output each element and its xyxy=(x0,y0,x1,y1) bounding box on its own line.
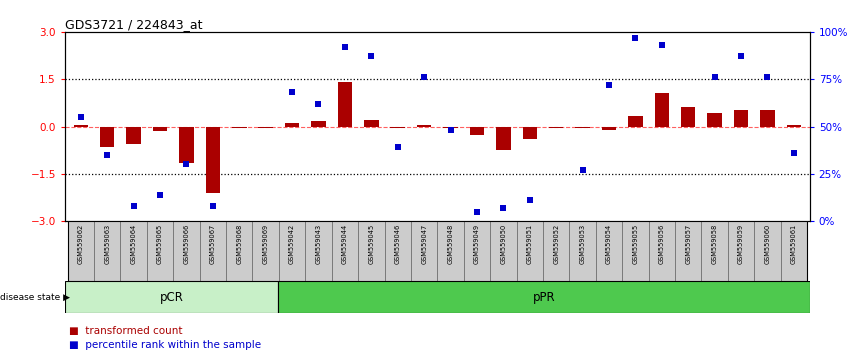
Bar xyxy=(655,93,669,127)
Bar xyxy=(200,221,226,281)
Bar xyxy=(338,82,352,127)
Text: GSM559047: GSM559047 xyxy=(421,224,427,264)
Bar xyxy=(437,221,463,281)
Text: GSM559043: GSM559043 xyxy=(315,224,321,264)
Bar xyxy=(496,127,511,150)
Text: ■  percentile rank within the sample: ■ percentile rank within the sample xyxy=(69,340,262,350)
Bar xyxy=(490,221,516,281)
Bar xyxy=(622,221,649,281)
Bar xyxy=(417,125,431,127)
Bar xyxy=(516,221,543,281)
Bar xyxy=(391,127,405,128)
Text: GSM559051: GSM559051 xyxy=(527,224,533,264)
Bar xyxy=(94,221,120,281)
Bar xyxy=(411,221,437,281)
Bar xyxy=(152,127,167,131)
Text: GSM559068: GSM559068 xyxy=(236,224,242,264)
Bar xyxy=(306,221,332,281)
Text: GSM559052: GSM559052 xyxy=(553,224,559,264)
Bar xyxy=(708,113,722,127)
Bar xyxy=(385,221,411,281)
Bar xyxy=(311,121,326,127)
Bar xyxy=(727,221,754,281)
Bar xyxy=(602,127,617,130)
Text: GSM559065: GSM559065 xyxy=(157,224,163,264)
Text: pPR: pPR xyxy=(533,291,555,304)
Bar xyxy=(359,221,385,281)
Bar xyxy=(596,221,622,281)
Bar xyxy=(68,221,94,281)
Bar xyxy=(258,127,273,128)
Bar xyxy=(226,221,253,281)
Text: GSM559066: GSM559066 xyxy=(184,224,190,264)
Bar xyxy=(100,127,114,147)
Bar xyxy=(285,124,300,127)
Bar xyxy=(253,221,279,281)
Text: disease state ▶: disease state ▶ xyxy=(0,293,70,302)
Bar xyxy=(332,221,359,281)
Bar xyxy=(126,127,141,144)
Text: GSM559050: GSM559050 xyxy=(501,224,507,264)
Text: GSM559056: GSM559056 xyxy=(659,224,665,264)
Text: GSM559042: GSM559042 xyxy=(289,224,295,264)
Bar xyxy=(179,127,194,163)
Bar xyxy=(522,127,537,138)
Text: GSM559057: GSM559057 xyxy=(685,224,691,264)
Bar xyxy=(147,221,173,281)
Text: GSM559046: GSM559046 xyxy=(395,224,401,264)
Bar xyxy=(279,221,306,281)
Bar xyxy=(734,110,748,127)
Bar xyxy=(575,127,590,128)
Text: GSM559069: GSM559069 xyxy=(262,224,268,264)
Bar xyxy=(120,221,147,281)
Text: ■  transformed count: ■ transformed count xyxy=(69,326,183,336)
Bar xyxy=(364,120,378,127)
Bar xyxy=(463,221,490,281)
Text: GSM559059: GSM559059 xyxy=(738,224,744,264)
Text: GSM559067: GSM559067 xyxy=(210,224,216,264)
Text: GSM559049: GSM559049 xyxy=(474,224,480,264)
Bar xyxy=(786,125,801,127)
Text: GSM559063: GSM559063 xyxy=(104,224,110,264)
Text: GSM559062: GSM559062 xyxy=(78,224,84,264)
Text: GSM559044: GSM559044 xyxy=(342,224,348,264)
Bar xyxy=(543,221,569,281)
Text: GSM559064: GSM559064 xyxy=(131,224,137,264)
Bar xyxy=(780,221,807,281)
Bar xyxy=(205,127,220,193)
Bar xyxy=(760,110,775,127)
Bar xyxy=(649,221,675,281)
Bar xyxy=(74,125,88,127)
Bar xyxy=(173,221,200,281)
Bar xyxy=(469,127,484,135)
Text: GSM559061: GSM559061 xyxy=(791,224,797,264)
Text: GSM559048: GSM559048 xyxy=(448,224,454,264)
Bar xyxy=(232,127,247,128)
Text: GDS3721 / 224843_at: GDS3721 / 224843_at xyxy=(65,18,203,31)
Bar xyxy=(65,281,278,313)
Text: GSM559060: GSM559060 xyxy=(765,224,771,264)
Bar xyxy=(278,281,810,313)
Text: GSM559055: GSM559055 xyxy=(632,224,638,264)
Bar xyxy=(754,221,780,281)
Bar xyxy=(549,127,564,128)
Text: pCR: pCR xyxy=(159,291,184,304)
Bar xyxy=(443,127,458,128)
Bar xyxy=(628,116,643,127)
Bar xyxy=(681,107,695,127)
Bar xyxy=(569,221,596,281)
Bar xyxy=(701,221,727,281)
Bar xyxy=(675,221,701,281)
Text: GSM559053: GSM559053 xyxy=(579,224,585,264)
Text: GSM559045: GSM559045 xyxy=(368,224,374,264)
Text: GSM559058: GSM559058 xyxy=(712,224,718,264)
Text: GSM559054: GSM559054 xyxy=(606,224,612,264)
